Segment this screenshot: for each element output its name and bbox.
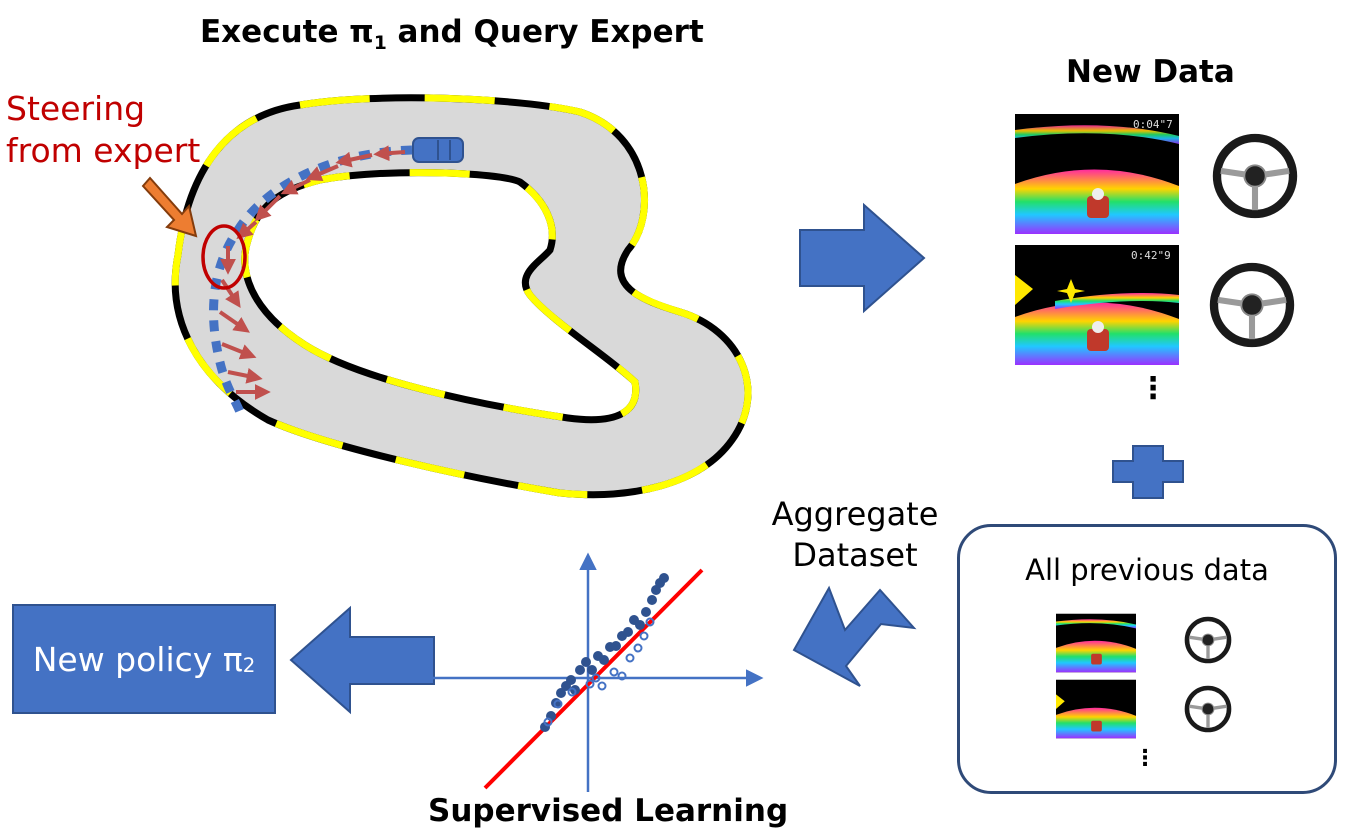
arrow-left-icon xyxy=(289,605,435,715)
highlight-circle xyxy=(201,224,247,290)
aggregate-dataset-label: Aggregate Dataset xyxy=(771,495,939,574)
scatter-point xyxy=(567,687,577,697)
scatter-point xyxy=(623,627,633,637)
scatter-point xyxy=(625,653,635,663)
ellipsis-previous-data: ⋮ xyxy=(1134,745,1156,770)
all-previous-data-box: All previous data ⋮ xyxy=(957,524,1337,794)
scatter-point xyxy=(611,641,621,651)
steering-wheel-icon xyxy=(1209,262,1295,348)
supervised-learning-title: Supervised Learning xyxy=(428,793,789,829)
scatter-point xyxy=(647,595,657,605)
scatter-point xyxy=(609,667,619,677)
arrow-right-icon xyxy=(799,202,926,314)
scatter-point xyxy=(599,655,609,665)
svg-text:0:42"9: 0:42"9 xyxy=(1131,249,1171,262)
track-surface xyxy=(175,97,748,495)
scatter-point xyxy=(639,631,649,641)
new-data-title: New Data xyxy=(1066,54,1235,90)
car-icon xyxy=(412,137,464,163)
svg-text:0:04"7: 0:04"7 xyxy=(1133,118,1173,131)
scatter-point xyxy=(641,607,651,617)
scatter-point xyxy=(553,699,563,709)
scatter-plot xyxy=(433,552,764,792)
steering-wheel-icon xyxy=(1184,685,1232,733)
steering-from-expert-label: Steering from expert xyxy=(6,89,201,170)
scatter-point xyxy=(591,673,601,683)
all-previous-data-label: All previous data xyxy=(1025,553,1269,587)
scatter-point xyxy=(581,657,591,667)
plus-icon xyxy=(1112,445,1184,499)
scatter-point xyxy=(543,717,553,727)
execute-title: Execute π1 and Query Expert xyxy=(200,14,704,54)
scatter-point xyxy=(556,688,566,698)
arrow-aggregate-icon xyxy=(792,585,917,687)
scatter-point xyxy=(633,643,643,653)
scatter-point xyxy=(617,671,627,681)
expert-steering-arrows xyxy=(218,145,406,400)
pointer-arrow-icon xyxy=(141,176,198,238)
race-track xyxy=(171,94,752,499)
scatter-point xyxy=(566,675,576,685)
scatter-point xyxy=(585,679,595,689)
steering-wheel-icon xyxy=(1212,133,1298,219)
track-outer-edge xyxy=(171,94,752,499)
steering-wheel-icon xyxy=(1184,616,1232,664)
ellipsis-new-data: ⋮ xyxy=(1138,372,1168,405)
scatter-point xyxy=(645,617,655,627)
scatter-point xyxy=(635,620,645,630)
scatter-point xyxy=(659,573,669,583)
scatter-point xyxy=(575,665,585,675)
scatter-point xyxy=(587,665,597,675)
scatter-point xyxy=(597,681,607,691)
